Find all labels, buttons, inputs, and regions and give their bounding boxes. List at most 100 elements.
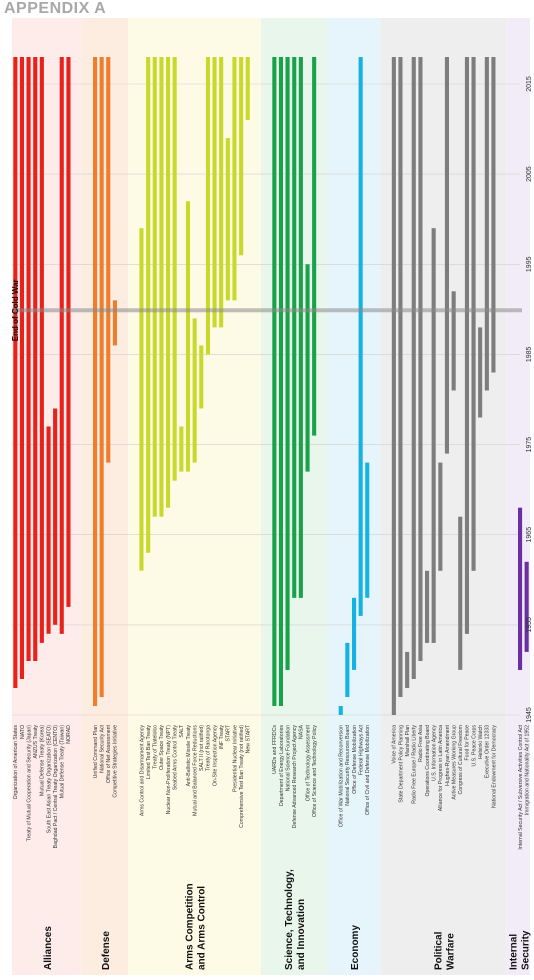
group-label: Alliances	[43, 926, 54, 970]
timeline-bar	[13, 57, 18, 688]
row-label: Presidential Nuclear Initiative	[232, 725, 238, 792]
row-label: Food for Peace	[465, 725, 471, 761]
row-label: INF Treaty	[219, 725, 225, 750]
timeline-bar	[278, 57, 283, 706]
row-label: Executive Order 12333	[485, 725, 491, 778]
row-label: New START	[246, 724, 252, 753]
row-label: State Department Policy Planning	[398, 725, 404, 803]
timeline-bar	[524, 561, 529, 652]
row-label: Competitive Strategies Initiative	[113, 725, 119, 798]
row-label: Baghdad Pact / Central Treaty Organizati…	[53, 725, 59, 849]
timeline-bar	[99, 57, 104, 697]
timeline-bar	[106, 57, 111, 463]
timeline-bar	[451, 291, 456, 391]
row-label: Internal Security Act / Subversive Activ…	[518, 724, 524, 849]
row-label: U.S. Information Agency	[432, 725, 438, 781]
timeline-bar	[59, 57, 64, 634]
row-label: Operations Coordinating Board	[425, 725, 431, 797]
row-label: Alliance for Progress in Latin America	[438, 725, 444, 811]
row-labels: Organization of American States NATO Treat…	[13, 724, 530, 849]
row-label: Nuclear Non-Proliferation Treaty (NPT)	[166, 725, 172, 815]
timeline-bar	[172, 57, 177, 481]
timeline-bar	[166, 57, 171, 508]
row-label: Defense Advanced Research Project Agency	[292, 725, 298, 829]
timeline-bar	[444, 57, 449, 454]
row-label: SALT II (not ratified)	[199, 725, 205, 771]
timeline-bar	[478, 327, 483, 418]
timeline-bar	[159, 57, 164, 517]
timeline-bar	[471, 57, 476, 571]
row-label: Mutual Defense Treaty (Taiwan)	[60, 725, 66, 799]
group-labels: Alliances Defense Arms Competition and Arms…	[43, 869, 532, 970]
row-label: On-Site Inspection Agency	[212, 725, 218, 787]
timeline-bar	[491, 57, 496, 373]
row-label: Arms Control and Disarmament Agency	[139, 725, 145, 817]
row-label: SALT	[179, 724, 185, 737]
row-label: Anti-Ballistic Missile Treaty	[186, 725, 192, 787]
row-label: Helsinki Watch	[478, 725, 484, 759]
row-label: Unified Command Plan	[93, 725, 99, 778]
group-label: Security	[520, 930, 531, 970]
row-label: South East Asian Treaty Organization (SE…	[46, 725, 52, 833]
timeline-bar	[152, 57, 157, 517]
timeline-bar	[305, 264, 310, 472]
timeline-bar	[232, 57, 237, 301]
group-label: and Arms Control	[197, 886, 208, 970]
group-label: Political	[434, 931, 445, 970]
row-label: Hughes-Ryan Amendment	[445, 724, 451, 785]
row-label: NORAD	[66, 725, 72, 744]
row-label: Federal Highways Act	[359, 724, 365, 775]
timeline-bar	[239, 57, 244, 256]
timeline-bar	[185, 201, 190, 472]
year-tick-label: 2015	[526, 76, 533, 92]
year-tick-label: 1965	[526, 527, 533, 543]
group-label: Science, Technology,	[284, 869, 295, 970]
group-band	[81, 18, 129, 975]
row-label: Voice of America	[392, 725, 398, 764]
timeline-bar	[405, 651, 410, 688]
year-tick-label: 1995	[526, 256, 533, 272]
group-label: Internal	[508, 934, 519, 970]
timeline-bar	[425, 570, 430, 643]
year-tick-label: 1955	[526, 617, 533, 633]
group-label: and Innovation	[296, 899, 307, 970]
timeline-bar	[179, 426, 184, 472]
row-label: Marshall Plan	[405, 725, 411, 757]
page-title: APPENDIX A	[4, 0, 107, 17]
timeline-bar	[518, 507, 523, 670]
timeline-bar	[292, 57, 297, 598]
timeline-bar	[272, 57, 277, 706]
timeline-bar	[46, 426, 51, 634]
row-label: Organization of American States	[13, 725, 19, 800]
timeline-bar	[192, 318, 197, 463]
timeline-bar	[484, 57, 489, 391]
group-label: Arms Competition	[185, 883, 196, 970]
timeline-bar	[225, 138, 230, 301]
row-label: Outer Space Treaty	[159, 725, 165, 770]
row-label: Office of Civil and Defense Mobilization	[365, 725, 371, 815]
timeline-bar	[205, 57, 210, 355]
row-label: U.S. Peace Corps	[471, 725, 477, 767]
year-tick-label: 1975	[526, 437, 533, 453]
end-of-cold-war-label: End of Cold War	[11, 279, 20, 341]
row-label: NATO	[20, 725, 26, 739]
end-of-cold-war-line	[12, 308, 522, 313]
timeline-bar	[431, 228, 436, 643]
row-label: Treaty of Tlatelolco	[153, 725, 159, 769]
timeline-bar	[312, 57, 317, 436]
timeline-bar	[365, 462, 370, 598]
row-label: Department of Energy Laboratories	[279, 725, 285, 806]
row-label: Comprehensive Test Ban Treaty (not ratif…	[239, 725, 245, 828]
row-label: Congress of Cultural Freedom	[458, 725, 464, 794]
timeline-bar	[39, 57, 44, 643]
timeline-bar	[53, 408, 58, 625]
row-label: START	[226, 724, 232, 741]
timeline-bar	[338, 706, 343, 715]
row-label: Active Measures Working Group	[451, 725, 457, 800]
group-label: Economy	[350, 925, 361, 970]
row-label: National Science Foundation	[285, 725, 291, 791]
row-label: Office of Science and Technology Policy	[312, 725, 318, 817]
row-label: ANZUS Treaty	[33, 725, 39, 759]
year-tick-label: 1985	[526, 347, 533, 363]
